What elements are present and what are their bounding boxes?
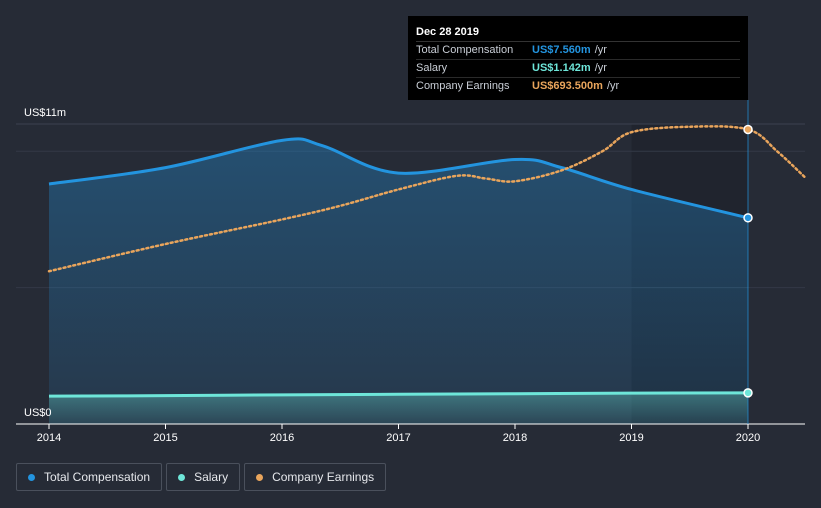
y-tick-label-max: US$11m — [24, 107, 66, 119]
tooltip-value: US$7.560m — [532, 44, 591, 56]
legend-dot-icon — [178, 473, 186, 481]
legend: Total Compensation Salary Company Earnin… — [16, 463, 387, 491]
x-tick-label: 2015 — [153, 432, 177, 444]
x-tick-label: 2018 — [503, 432, 527, 444]
x-tick-label: 2014 — [37, 432, 61, 444]
x-tick-label: 2020 — [736, 432, 760, 444]
company-earnings-line[interactable] — [47, 125, 808, 273]
x-tick-label: 2019 — [619, 432, 643, 444]
tooltip-row-salary: Salary US$1.142m /yr — [416, 60, 740, 78]
salary-point[interactable] — [743, 388, 753, 398]
salary-area — [49, 392, 748, 424]
legend-item-total-compensation[interactable]: Total Compensation — [16, 463, 163, 491]
tooltip-label: Salary — [416, 62, 448, 74]
salary-line[interactable] — [48, 391, 749, 398]
tooltip-label: Total Compensation — [416, 44, 514, 56]
tooltip-row-company-earnings: Company Earnings US$693.500m /yr — [416, 78, 740, 95]
legend-dot-icon — [256, 473, 264, 481]
x-axis-ticks: 2014 2015 2016 2017 2018 2019 2020 — [37, 424, 760, 444]
x-tick-label: 2017 — [386, 432, 410, 444]
total-compensation-point[interactable] — [743, 213, 753, 223]
tooltip-label: Company Earnings — [416, 80, 510, 92]
total-compensation-area — [49, 138, 748, 424]
legend-label: Total Compensation — [44, 470, 151, 484]
tooltip-unit: /yr — [594, 44, 607, 56]
tooltip-row-total-compensation: Total Compensation US$7.560m /yr — [416, 42, 740, 60]
legend-label: Company Earnings — [272, 470, 375, 484]
tooltip-unit: /yr — [594, 62, 607, 74]
tooltip-date: Dec 28 2019 — [416, 24, 740, 42]
total-compensation-line[interactable] — [48, 137, 749, 220]
tooltip-value: US$1.142m — [532, 62, 591, 74]
legend-item-salary[interactable]: Salary — [166, 463, 241, 491]
y-tick-label-min: US$0 — [24, 407, 52, 419]
legend-label: Salary — [194, 470, 229, 484]
company-earnings-point[interactable] — [743, 124, 753, 135]
tooltip: Dec 28 2019 Total Compensation US$7.560m… — [408, 16, 748, 100]
x-tick-label: 2016 — [270, 432, 294, 444]
tooltip-value: US$693.500m — [532, 80, 603, 92]
tooltip-unit: /yr — [606, 80, 620, 92]
legend-dot-icon — [28, 473, 35, 481]
legend-item-company-earnings[interactable]: Company Earnings — [244, 463, 387, 491]
